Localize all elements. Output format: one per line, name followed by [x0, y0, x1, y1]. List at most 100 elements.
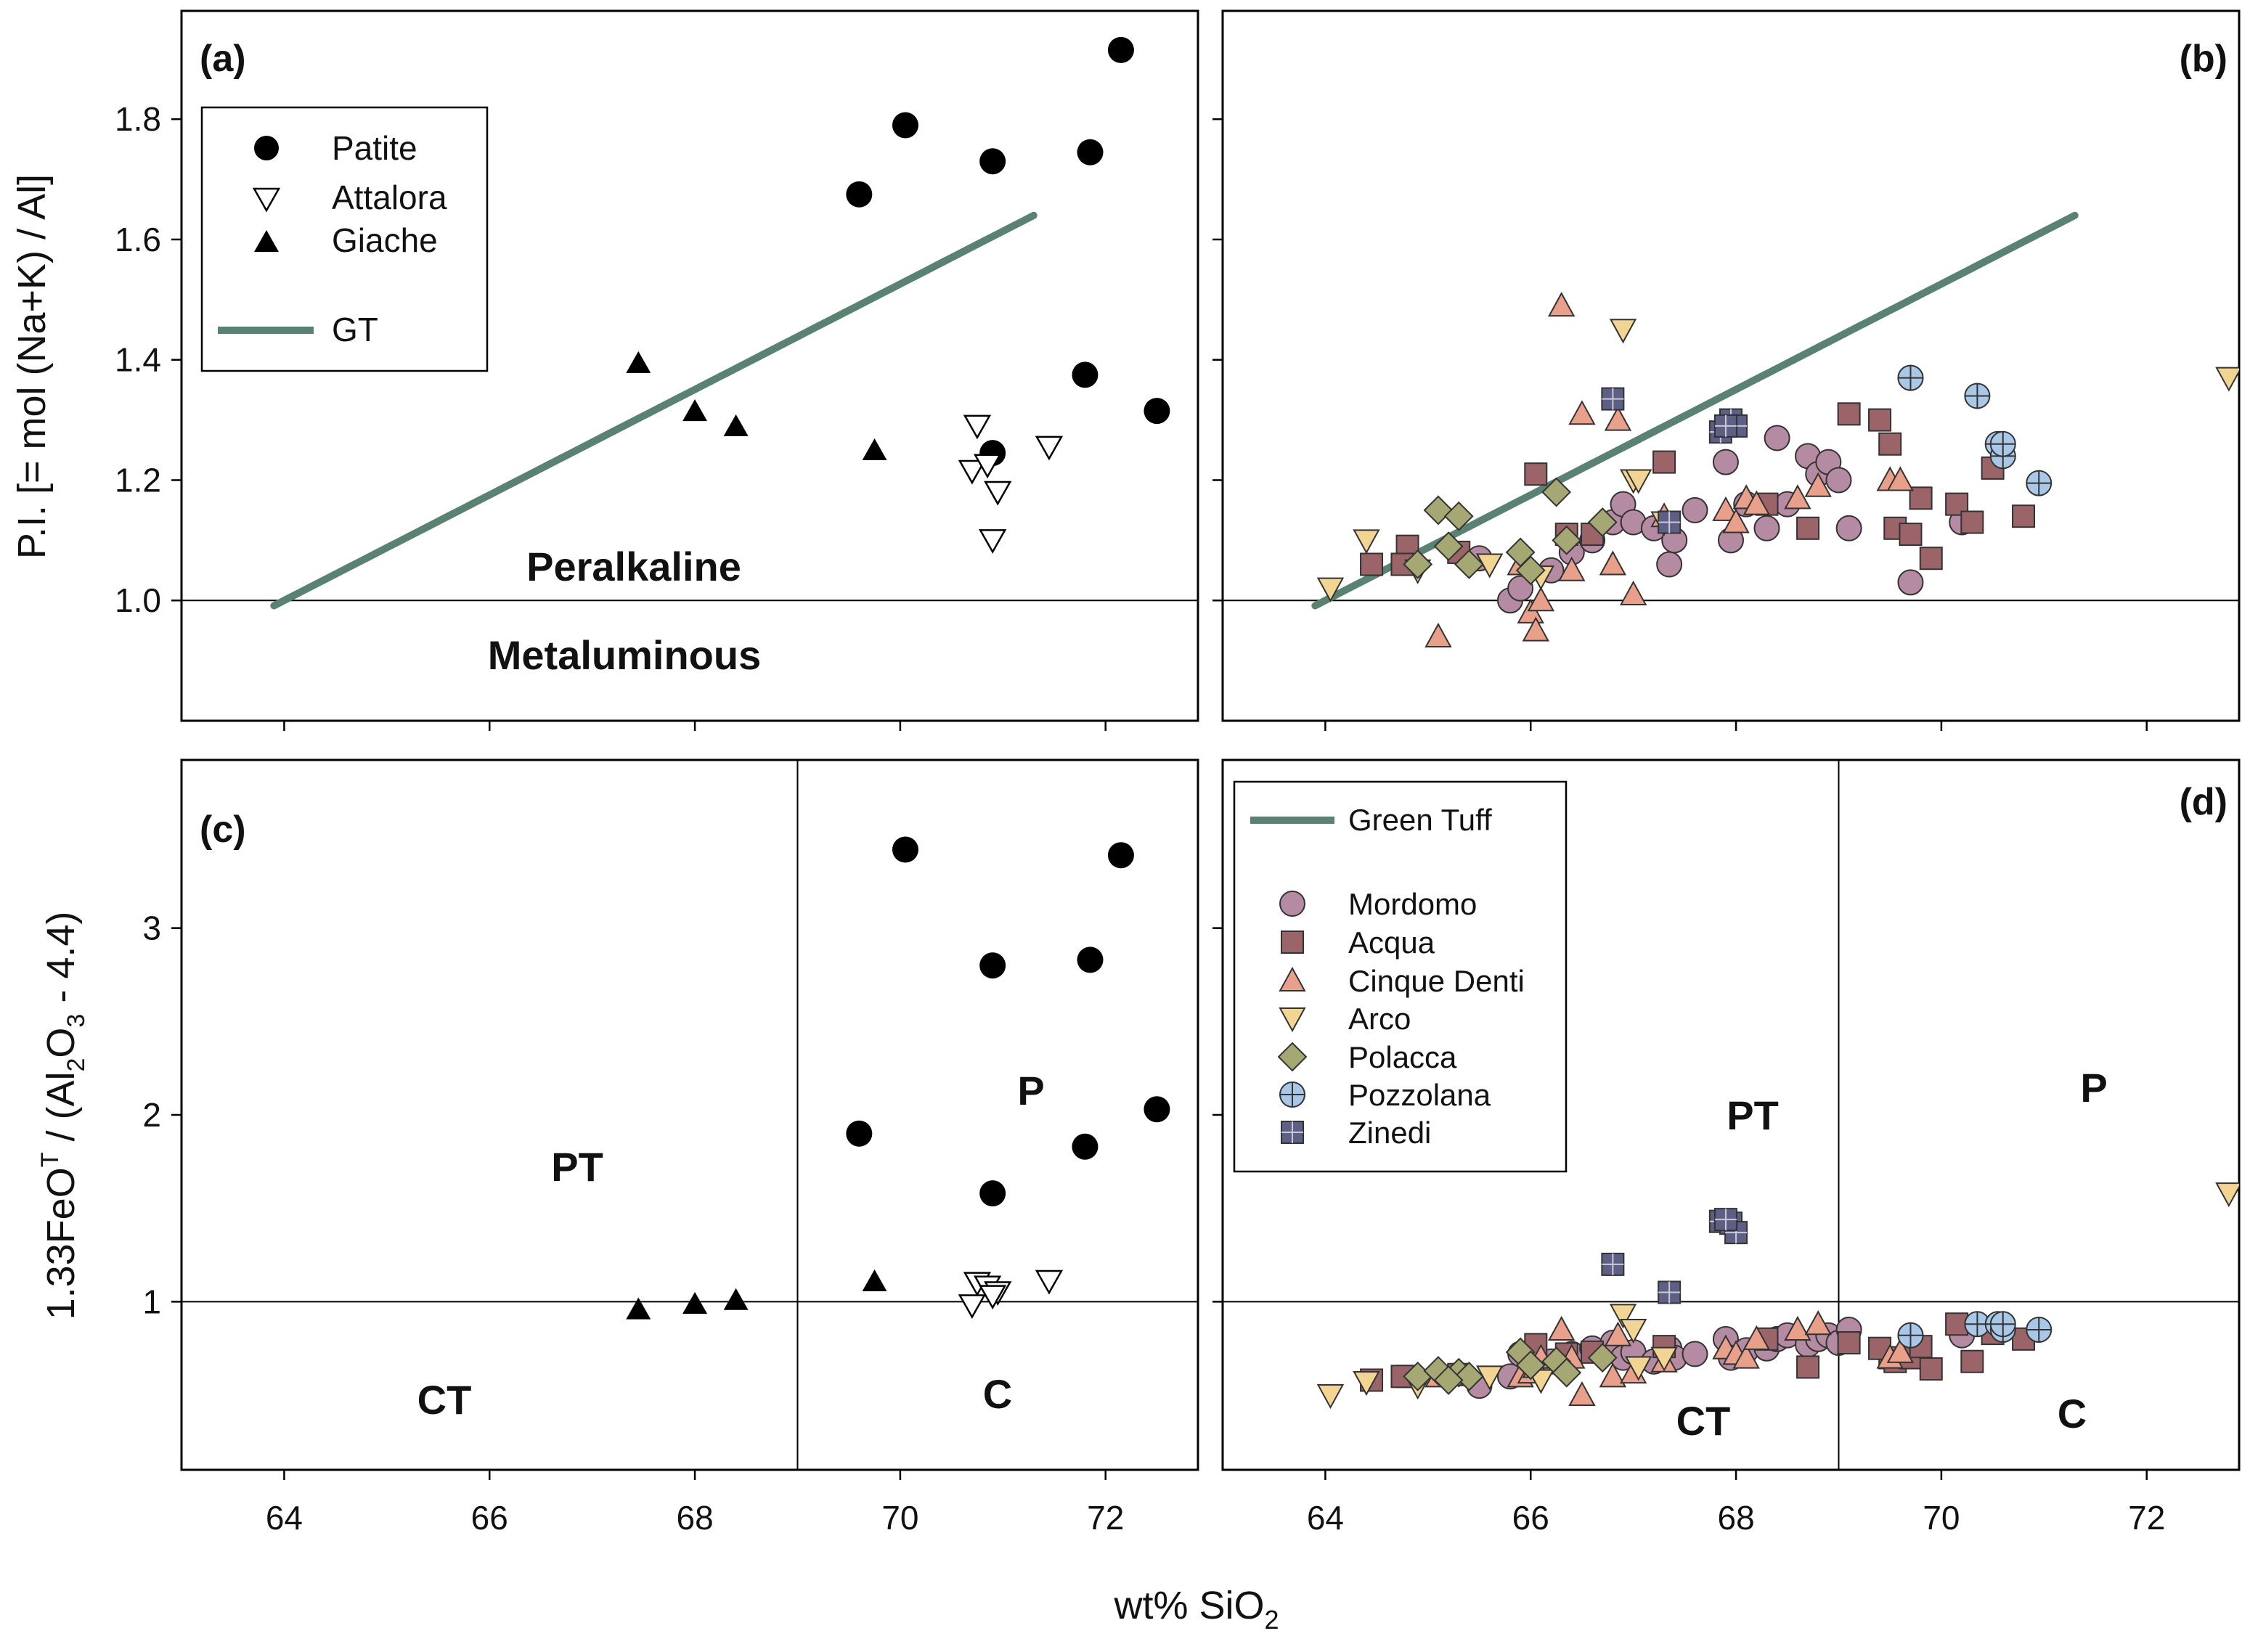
legend-pozzolana-marker	[1279, 1081, 1305, 1108]
legend-cinque-denti-label: Cinque Denti	[1348, 964, 1525, 998]
panel-b-frame	[1221, 9, 2241, 722]
pozzolana-point	[2026, 470, 2053, 496]
legend-giache-marker	[254, 230, 279, 252]
cinque-denti-point	[1722, 508, 1750, 533]
bottom-y-axis-label: 1.33FeOT / (Al2O3 - 4.4)	[36, 912, 90, 1320]
acqua-point	[1796, 1355, 1820, 1379]
cinque-denti-point	[1784, 484, 1811, 510]
acqua-point	[1524, 462, 1548, 486]
mordomo-point	[1825, 467, 1852, 494]
legend-zinedi-marker	[1281, 1121, 1304, 1144]
legend-patite-marker	[254, 136, 279, 160]
arco-point	[1609, 319, 1637, 344]
acqua-point	[1919, 1357, 1943, 1381]
zinedi-point	[1601, 387, 1625, 411]
panel-a-lines	[182, 211, 1198, 610]
cinque-denti-point	[1599, 550, 1627, 576]
mordomo-point	[1764, 425, 1790, 451]
zinedi-point	[1713, 414, 1737, 438]
giache-point	[862, 438, 887, 461]
acqua-point	[1919, 547, 1943, 571]
arco-point	[1625, 1356, 1652, 1381]
zinedi-point	[1601, 1252, 1625, 1276]
panel-b-label: (b)	[2180, 38, 2227, 80]
cinque-denti-point	[1804, 472, 1832, 497]
patite-point	[892, 836, 918, 863]
giache-point	[862, 1269, 887, 1292]
cinque-denti-point	[1742, 490, 1771, 515]
legend-mordomo-label: Mordomo	[1348, 887, 1477, 921]
cinque-denti-point	[1886, 466, 1915, 491]
pozzolana-point	[1989, 1311, 2016, 1338]
cinque-denti-point	[1599, 1362, 1627, 1388]
attalora-point	[984, 481, 1012, 506]
cinque-denti-point	[1547, 1315, 1576, 1341]
panel-d-points	[1316, 1182, 2239, 1410]
arco-point	[2215, 367, 2239, 392]
pozzolana-point	[1897, 364, 1924, 391]
cinque-denti-point	[1604, 1321, 1632, 1346]
region-d-ct: CT	[1676, 1398, 1731, 1444]
giache-point	[723, 1288, 749, 1310]
x-tick-label: 70	[881, 1499, 918, 1537]
patite-point	[846, 181, 873, 208]
panel-c-points	[626, 836, 1170, 1320]
legend-cinque-denti-marker	[1279, 966, 1306, 991]
legend-zinedi-label: Zinedi	[1348, 1116, 1431, 1150]
patite-point	[846, 1120, 873, 1147]
patite-point	[1077, 139, 1104, 165]
attalora-point	[979, 529, 1007, 554]
y-tick-label: 1.0	[115, 581, 161, 619]
acqua-point	[1837, 1330, 1861, 1354]
acqua-point	[1960, 510, 1984, 534]
y-tick-label: 1.8	[115, 100, 161, 138]
acqua-point	[1652, 450, 1676, 474]
arco-point	[1316, 577, 1345, 602]
polacca-point	[1454, 549, 1484, 579]
acqua-point	[1899, 523, 1923, 547]
arco-point	[1475, 553, 1504, 578]
polacca-point	[1403, 549, 1433, 579]
panel-a-points	[626, 36, 1170, 554]
polacca-point	[1443, 501, 1474, 531]
polacca-point	[1541, 477, 1572, 507]
patite-point	[892, 112, 918, 139]
cinque-denti-point	[1886, 1338, 1915, 1363]
mordomo-point	[1656, 551, 1683, 578]
attalora-point	[1035, 436, 1064, 461]
y-tick-label: 3	[142, 909, 161, 947]
region-c-c: C	[983, 1371, 1012, 1417]
region-c-ct: CT	[417, 1377, 472, 1423]
x-tick-label: 68	[1717, 1499, 1754, 1537]
pozzolana-point	[1897, 1322, 1924, 1349]
patite-point	[1107, 842, 1134, 869]
giache-point	[626, 351, 651, 373]
polacca-point	[1587, 507, 1618, 537]
legend-green-tuff-label: Green Tuff	[1348, 803, 1492, 837]
pozzolana-point	[1989, 430, 2016, 457]
cinque-denti-point	[1784, 1315, 1811, 1341]
pozzolana-point	[1964, 383, 1991, 409]
arco-point	[1475, 1365, 1504, 1391]
panel-c-frame	[180, 758, 1199, 1471]
legend-arco-marker	[1279, 1007, 1306, 1033]
gt-curve	[1311, 211, 2079, 610]
cinque-denti-point	[1568, 1381, 1596, 1407]
mordomo-point	[1897, 569, 1924, 596]
x-tick-label: 72	[2128, 1499, 2165, 1537]
mordomo-point	[1835, 515, 1862, 541]
mordomo-point	[1682, 1341, 1708, 1367]
acqua-point	[1878, 432, 1902, 456]
arco-point	[1625, 469, 1652, 494]
arco-point	[1353, 529, 1380, 555]
legend-d: Green Tuff Mordomo Acqua Cinque Denti Ar…	[1233, 780, 1568, 1173]
patite-point	[1144, 1096, 1170, 1123]
attalora-point	[963, 414, 992, 440]
panel-c-lines	[182, 760, 1198, 1470]
attalora-point	[958, 1294, 987, 1320]
legend-patite-label: Patite	[332, 129, 417, 167]
patite-point	[1072, 1133, 1098, 1160]
zinedi-point	[1658, 510, 1682, 534]
legend-giache-label: Giache	[332, 221, 438, 259]
legend-arco-label: Arco	[1348, 1002, 1411, 1036]
